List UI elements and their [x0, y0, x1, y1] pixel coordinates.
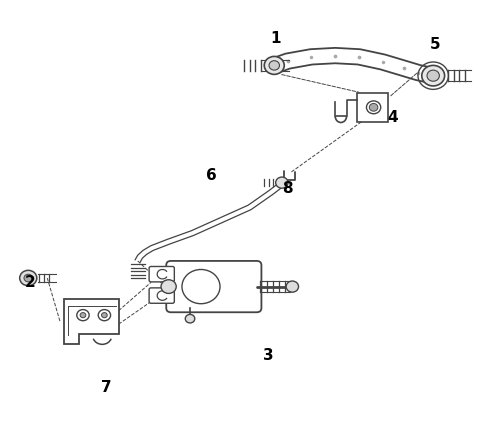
Circle shape: [286, 281, 299, 292]
FancyBboxPatch shape: [149, 267, 174, 282]
Circle shape: [24, 274, 33, 282]
Circle shape: [269, 61, 279, 70]
Circle shape: [161, 280, 176, 293]
Circle shape: [185, 314, 195, 323]
Circle shape: [427, 70, 439, 81]
Circle shape: [276, 177, 288, 188]
Text: 2: 2: [24, 275, 35, 290]
Circle shape: [264, 57, 284, 74]
Circle shape: [80, 313, 86, 318]
Polygon shape: [273, 48, 435, 83]
Text: 1: 1: [270, 31, 281, 46]
Circle shape: [369, 104, 378, 111]
Polygon shape: [64, 299, 119, 344]
FancyBboxPatch shape: [149, 288, 174, 303]
Text: 6: 6: [206, 168, 217, 183]
FancyBboxPatch shape: [166, 261, 262, 312]
Circle shape: [422, 65, 444, 86]
Text: 8: 8: [282, 181, 293, 196]
Text: 5: 5: [430, 37, 441, 52]
Text: 3: 3: [263, 348, 274, 362]
Circle shape: [102, 313, 107, 318]
Text: 7: 7: [101, 380, 112, 395]
Text: 4: 4: [387, 110, 397, 125]
Circle shape: [20, 270, 37, 286]
